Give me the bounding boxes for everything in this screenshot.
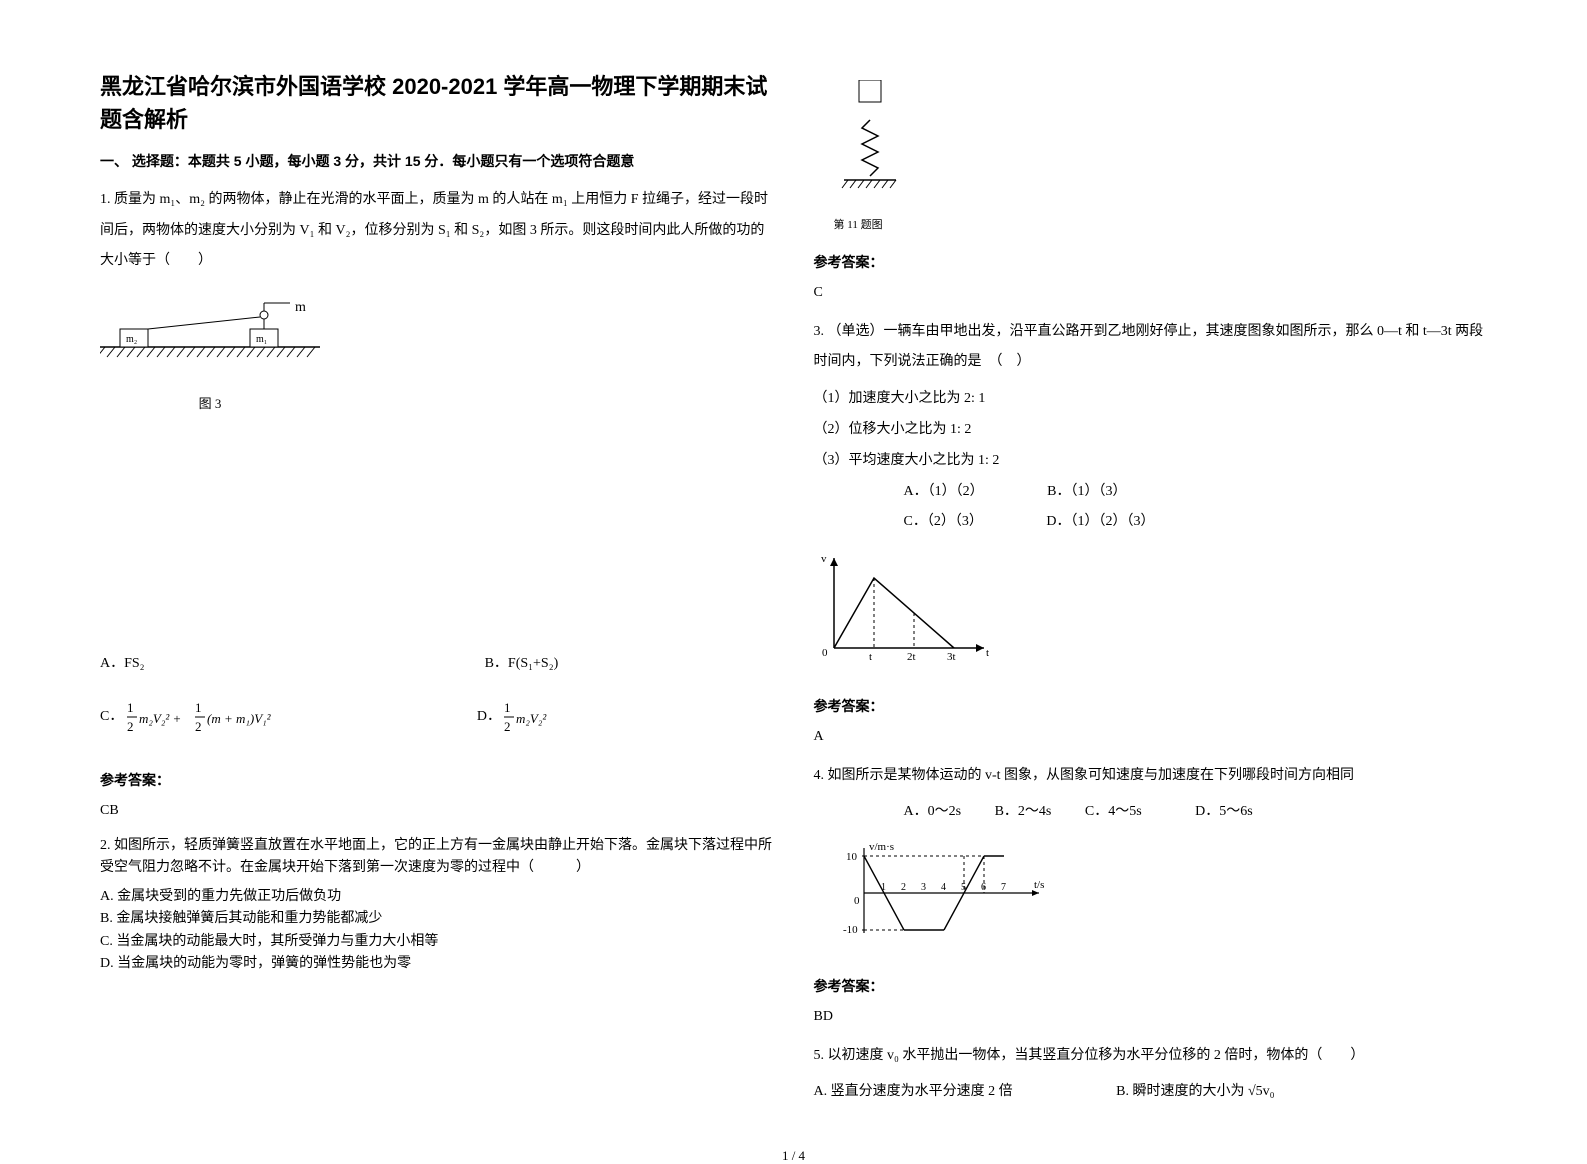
svg-text:t: t	[986, 647, 989, 659]
q4-optB: B．2～4s	[995, 804, 1052, 819]
svg-text:v/m·s: v/m·s	[869, 841, 894, 853]
q3-chart: 0 t v t 2t 3t	[814, 548, 1488, 681]
svg-text:-10: -10	[843, 924, 858, 936]
q5-text: 5. 以初速度 v₀ 水平抛出一物体，当其竖直分位移为水平分位移的 2 倍时，物…	[814, 1041, 1488, 1072]
q2-figure-caption: 第 11 题图	[834, 213, 1488, 237]
svg-text:3: 3	[921, 882, 926, 893]
q4-optC: C．4～5s	[1085, 804, 1142, 819]
svg-text:t: t	[869, 651, 872, 663]
svg-text:1: 1	[127, 700, 134, 715]
q4-optA: A．0～2s	[904, 804, 962, 819]
q2-optB: B. 金属块接触弹簧后其动能和重力势能都减少	[100, 908, 774, 930]
svg-text:m₂V₂² +: m₂V₂² +	[139, 711, 181, 726]
q1-answer: CB	[100, 796, 774, 827]
q2-optD: D. 当金属块的动能为零时，弹簧的弹性势能也为零	[100, 953, 774, 975]
section-heading: 一、 选择题：本题共 5 小题，每小题 3 分，共计 15 分．每小题只有一个选…	[100, 146, 774, 177]
q2-answer-label: 参考答案：	[814, 247, 1488, 278]
svg-text:t/s: t/s	[1034, 879, 1044, 891]
svg-text:m₁: m₁	[256, 334, 267, 345]
q2-answer: C	[814, 278, 1488, 309]
q3-optC: C．（2）（3）	[904, 514, 983, 529]
svg-text:m: m	[295, 300, 306, 315]
q2-optA: A. 金属块受到的重力先做正功后做负功	[100, 886, 774, 908]
q1-optA: A．FS₂	[100, 649, 145, 680]
q3-optA: A．（1）（2）	[904, 484, 984, 499]
svg-text:0: 0	[854, 895, 860, 907]
q4-options: A．0～2s B．2～4s C．4～5s D．5～6s	[814, 797, 1488, 828]
svg-text:7: 7	[1001, 882, 1006, 893]
svg-text:2: 2	[195, 719, 202, 734]
q2-text: 2. 如图所示，轻质弹簧竖直放置在水平地面上，它的正上方有一金属块由静止开始下落…	[100, 835, 774, 880]
q5-options: A. 竖直分速度为水平分速度 2 倍 B. 瞬时速度的大小为 √5v₀	[814, 1077, 1488, 1108]
q3-text: 3. （单选）一辆车由甲地出发，沿平直公路开到乙地刚好停止，其速度图象如图所示，…	[814, 317, 1488, 379]
svg-text:2t: 2t	[907, 651, 916, 663]
svg-text:(m + m₁)V₁²: (m + m₁)V₁²	[207, 711, 272, 726]
svg-text:10: 10	[846, 851, 858, 863]
q5-optA: A. 竖直分速度为水平分速度 2 倍	[814, 1084, 1013, 1099]
svg-text:1: 1	[504, 700, 511, 715]
q1-figure: m₂ m₁ m 图 3	[100, 287, 774, 418]
svg-text:m₂: m₂	[126, 334, 137, 345]
q4-optD: D．5～6s	[1195, 804, 1253, 819]
page-title: 黑龙江省哈尔滨市外国语学校 2020-2021 学年高一物理下学期期末试题含解析	[100, 70, 774, 136]
q1-optB: B．F(S₁+S₂)	[485, 649, 559, 680]
q2-optC: C. 当金属块的动能最大时，其所受弹力与重力大小相等	[100, 931, 774, 953]
q3-line2: （2）位移大小之比为 1: 2	[814, 415, 1488, 446]
left-column: 黑龙江省哈尔滨市外国语学校 2020-2021 学年高一物理下学期期末试题含解析…	[100, 70, 774, 1108]
q3-line3: （3）平均速度大小之比为 1: 2	[814, 446, 1488, 477]
q4-text: 4. 如图所示是某物体运动的 v-t 图象，从图象可知速度与加速度在下列哪段时间…	[814, 761, 1488, 792]
right-column: 第 11 题图 参考答案： C 3. （单选）一辆车由甲地出发，沿平直公路开到乙…	[814, 70, 1488, 1108]
q3-line1: （1）加速度大小之比为 2: 1	[814, 384, 1488, 415]
svg-text:3t: 3t	[947, 651, 956, 663]
q1-text: 1. 质量为 m₁、m₂ 的两物体，静止在光滑的水平面上，质量为 m 的人站在 …	[100, 185, 774, 277]
page-number: 1 / 4	[0, 1148, 1587, 1164]
q3-optD: D．（1）（2）（3）	[1046, 514, 1154, 529]
svg-text:0: 0	[822, 647, 828, 659]
svg-text:4: 4	[941, 882, 946, 893]
q4-answer: BD	[814, 1002, 1488, 1033]
q3-answer-label: 参考答案：	[814, 691, 1488, 722]
svg-text:v: v	[821, 553, 827, 565]
svg-text:2: 2	[127, 719, 134, 734]
svg-text:m₂V₂²: m₂V₂²	[516, 711, 547, 726]
q4-chart: v/m·s t/s 10 -10 0 1 2 3 4 5 6 7	[834, 838, 1488, 961]
q4-answer-label: 参考答案：	[814, 971, 1488, 1002]
q1-figure-caption: 图 3	[100, 390, 320, 419]
q3-answer: A	[814, 722, 1488, 753]
q1-options-row1: A．FS₂ B．F(S₁+S₂)	[100, 649, 774, 680]
svg-text:1: 1	[195, 700, 202, 715]
q3-optB: B．（1）（3）	[1047, 484, 1126, 499]
q1-optD: D． 1 2 m₂V₂²	[477, 699, 575, 735]
q1-answer-label: 参考答案：	[100, 765, 774, 796]
q5-optB: B. 瞬时速度的大小为 √5v₀	[1116, 1084, 1274, 1099]
svg-text:2: 2	[901, 882, 906, 893]
q1-optC: C． 1 2 m₂V₂² + 1 2 (m + m₁)V₁²	[100, 699, 297, 735]
q2-figure: 第 11 题图	[834, 80, 1488, 237]
q1-options-row2: C． 1 2 m₂V₂² + 1 2 (m + m₁)V₁² D． 1 2	[100, 699, 774, 735]
svg-text:2: 2	[504, 719, 511, 734]
